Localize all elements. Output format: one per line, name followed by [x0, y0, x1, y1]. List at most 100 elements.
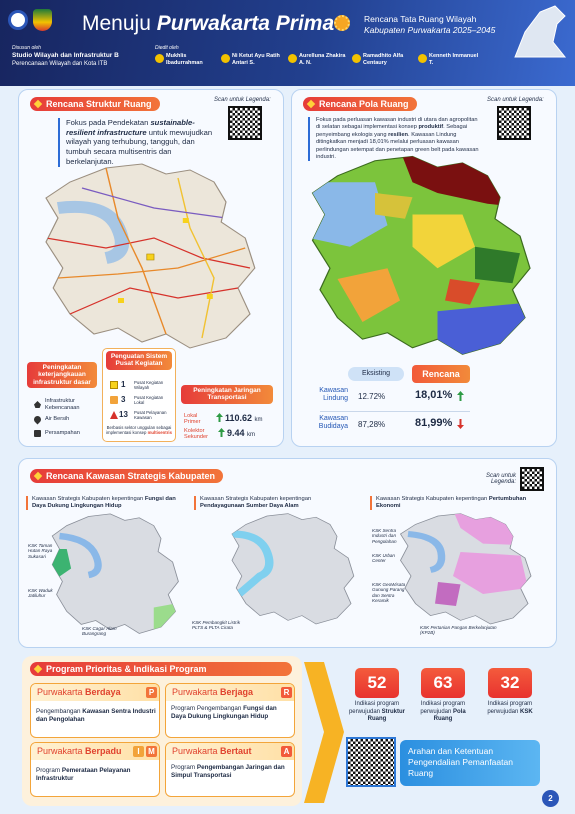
cell: 81,99% — [415, 417, 453, 429]
center-label: Pusat Kegiatan Wilayah — [134, 380, 164, 391]
label-emph: KSK — [520, 708, 533, 715]
pillar-lead: Purwakarta — [37, 687, 83, 697]
road-label: Lokal Primer — [184, 413, 201, 426]
letter-badge: I — [133, 746, 144, 757]
pillar-name: Purwakarta Berjaga — [166, 684, 294, 701]
road-label: Kolektor Sekunder — [184, 428, 208, 441]
intro-text: Fokus pada perluasan kawasan industri di… — [316, 117, 478, 131]
indication-count: 32 — [488, 668, 532, 698]
label-text: Indikasi program perwujudan — [348, 701, 400, 715]
flow-arrow — [304, 662, 344, 803]
road-value: 9.44 — [227, 428, 245, 438]
structure-intro: Fokus pada Pendekatan sustainable-resili… — [58, 118, 218, 167]
pillar-text: Pengembangan Kawasan Sentra Industri dan… — [36, 708, 156, 724]
pillar-lead: Purwakarta — [172, 687, 218, 697]
pillar-name: Purwakarta Berpadu — [31, 743, 159, 760]
panel-heading: Kawasan Strategis Kabupaten kepentingan … — [370, 496, 530, 510]
plan-name: Rencana Tata Ruang Wilayah — [364, 14, 477, 24]
text-plain: Program — [36, 767, 61, 774]
heading-text: Kawasan Strategis Kabupaten kepentingan — [376, 496, 488, 502]
site-label: KSK Urban Center — [372, 553, 395, 564]
icon — [110, 396, 118, 404]
cell: 87,28% — [358, 420, 386, 429]
indication-label: Indikasi program perwujudan Struktur Rua… — [342, 701, 412, 724]
heading-emph: Pertumbuhan Ekonomi — [376, 496, 527, 509]
indication-count: 63 — [421, 668, 465, 698]
letter-badge: M — [146, 746, 157, 757]
center-label: Pusat Kegiatan Lokal — [134, 395, 164, 406]
intro-emph: resilien — [388, 131, 409, 138]
infra-item: Infrastruktur Kebencanaan — [45, 398, 80, 411]
scan-label: Scan untuk Legenda: — [487, 97, 544, 103]
editors-label: Diedit oleh — [155, 45, 179, 51]
qr-code[interactable] — [497, 106, 531, 140]
intro-emph: sustainable-resilient infrastructure — [66, 118, 195, 137]
section-title: Program Prioritas & Indikasi Program — [30, 662, 292, 676]
indication-count: 52 — [355, 668, 399, 698]
label-emph: Struktur Ruang — [367, 708, 406, 723]
control-box: Arahan dan Ketentuan Pengendalian Pemanf… — [400, 740, 540, 786]
editor-avatar — [352, 54, 361, 63]
up-arrow — [457, 391, 464, 401]
column-header: Rencana — [412, 365, 470, 383]
land-use-map — [311, 155, 532, 356]
qr-code[interactable] — [346, 737, 396, 787]
intro-emph: produktif — [418, 124, 444, 131]
qr-code[interactable] — [228, 106, 262, 140]
letter-badge: A — [281, 746, 292, 757]
qr-code[interactable] — [520, 467, 544, 491]
editor-avatar — [221, 54, 230, 63]
row-label: Kawasan Budidaya — [318, 415, 348, 431]
editor-avatar — [288, 54, 297, 63]
cell: 12.72% — [358, 392, 386, 401]
pillar-lead: Purwakarta — [37, 746, 83, 756]
editor: Ramadhito Alfa Centaury — [363, 53, 404, 66]
editor-avatar — [418, 54, 427, 63]
site-label: KSK Pembangkit Listrik PLTS & PLTA Cirat… — [192, 620, 240, 631]
heading-emph: Pendayagunaan Sumber Daya Alam — [200, 502, 299, 509]
letter-badge: R — [281, 687, 292, 698]
text-plain: Program — [171, 764, 196, 771]
road-unit: km — [247, 432, 256, 438]
site-label: KSK Waduk Jatiluhur — [28, 588, 53, 599]
section-title: Rencana Struktur Ruang — [30, 97, 160, 111]
pillar-emph: Bertaut — [220, 746, 252, 756]
header — [0, 0, 575, 86]
compiler-program: Perencanaan Wilayah dan Kota ITB — [12, 61, 108, 67]
site-label: KSK Pertanian Pangan Berkelanjutan (KP2B… — [420, 625, 497, 636]
site-label: KSK Cagar Alam Burangrang — [82, 626, 117, 637]
infra-item: Persampahan — [45, 430, 80, 436]
icon — [34, 430, 41, 437]
label-text: Indikasi program perwujudan — [487, 701, 533, 715]
strategic-map — [231, 512, 355, 625]
note-emph: multisentris — [147, 430, 172, 436]
pillar-emph: Berpadu — [85, 746, 122, 756]
label-text: Indikasi program perwujudan — [420, 701, 466, 715]
row-label: Kawasan Lindung — [319, 387, 348, 403]
pillar-emph: Berjaga — [220, 687, 254, 697]
page-number: 2 — [542, 790, 559, 807]
column-header: Eksisting — [348, 367, 404, 381]
text-emph: Fungsi dan Daya Dukung Lingkungan Hidup — [171, 705, 277, 721]
down-arrow — [457, 419, 464, 429]
pillar-name: Purwakarta Berdaya — [31, 684, 159, 701]
editor: Aurelluna Zhakira A. N. — [299, 53, 346, 66]
text-emph: Pemerataan Pelayanan Infrastruktur — [36, 767, 131, 783]
label-emph: Pola Ruang — [433, 708, 466, 723]
road-unit: km — [254, 417, 263, 423]
main-title: Menuju Purwakarta Prima — [82, 12, 334, 36]
center-count: 3 — [121, 395, 126, 404]
up-arrow — [218, 428, 225, 437]
structure-map — [44, 162, 257, 350]
road-length: 110.62 km — [225, 413, 263, 423]
intro-text: . Sebagai penyeimbang ekologis yang — [316, 124, 468, 138]
site-label: KSK Sentra Industri dan Pengolahan — [372, 528, 397, 544]
section-title: Rencana Kawasan Strategis Kabupaten — [30, 469, 224, 483]
logo-purwakarta — [33, 9, 52, 31]
pillar-text: Program Pemerataan Pelayanan Infrastrukt… — [36, 767, 156, 783]
text-plain: Pengembangan — [36, 708, 81, 715]
text-emph: Kawasan Sentra Industri dan Pengolahan — [36, 708, 156, 724]
indication-label: Indikasi program perwujudan Pola Ruang — [412, 701, 474, 724]
center-count: 13 — [119, 410, 128, 419]
